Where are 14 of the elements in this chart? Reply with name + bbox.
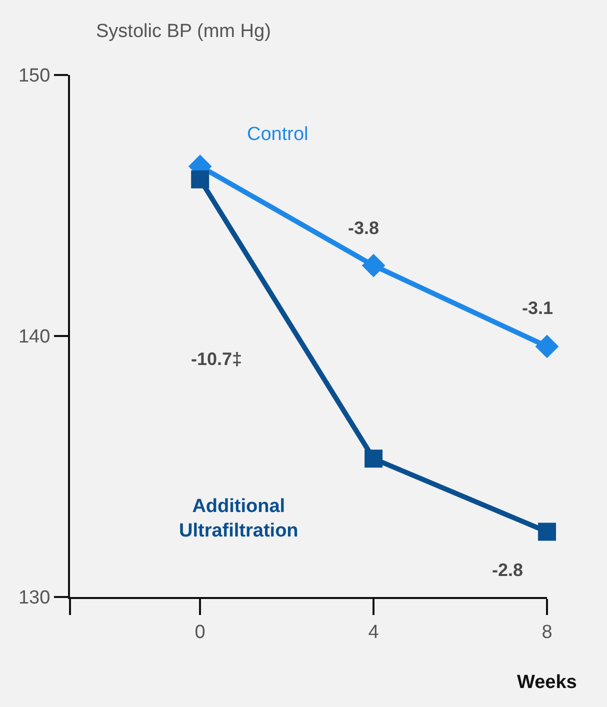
- x-tick-label: 4: [368, 622, 380, 643]
- y-tick-label: 140: [18, 326, 50, 348]
- annotation: -2.8: [492, 560, 524, 580]
- text: Additional Ultrafiltration: [179, 496, 298, 542]
- annotation: -10.7‡: [191, 349, 242, 369]
- annotation: -3.8: [348, 218, 380, 238]
- annotation: -3.1: [522, 298, 554, 318]
- y-axis-title: Systolic BP (mm Hg): [96, 21, 271, 42]
- x-tick-label: 8: [542, 622, 552, 643]
- y-tick-label: 150: [18, 66, 50, 87]
- x-axis-title: Weeks: [517, 672, 577, 693]
- y-tick-label: 130: [18, 588, 50, 609]
- text: Control: [247, 124, 308, 145]
- x-tick-label: 0: [194, 622, 206, 643]
